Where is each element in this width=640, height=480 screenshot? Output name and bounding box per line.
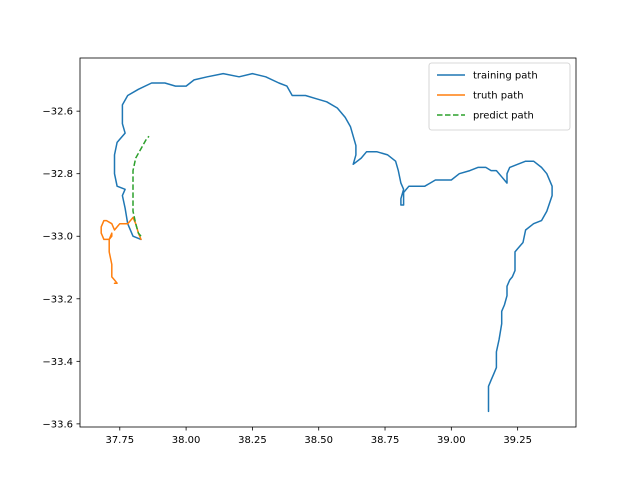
y-axis: −32.6 −32.8 −33.0 −33.2 −33.4 −33.6 — [42, 107, 80, 430]
y-tick-label: −33.0 — [42, 232, 73, 243]
x-tick-label: 38.25 — [238, 435, 267, 446]
legend-label-training-path: training path — [473, 71, 538, 82]
x-tick-label: 37.75 — [105, 435, 134, 446]
y-tick-label: −32.8 — [42, 169, 73, 180]
y-tick-label: −33.2 — [42, 294, 73, 305]
legend-box — [428, 62, 571, 131]
legend: training path truth path predict path — [428, 62, 571, 131]
y-tick-label: −33.6 — [42, 419, 73, 430]
x-axis: 37.75 38.00 38.25 38.50 38.75 39.00 39.25 — [105, 427, 532, 446]
series-line-predict-path — [132, 135, 150, 237]
legend-label-truth-path: truth path — [473, 91, 524, 102]
legend-label-predict-path: predict path — [473, 111, 534, 122]
x-tick-label: 38.00 — [172, 435, 201, 446]
y-tick-label: −32.6 — [42, 107, 73, 118]
series-line-truth-path — [100, 216, 142, 284]
x-tick-label: 39.25 — [503, 435, 532, 446]
plot-frame — [79, 57, 577, 428]
x-tick-label: 38.75 — [371, 435, 400, 446]
series-layer — [100, 72, 553, 413]
series-line-training-path — [113, 72, 553, 413]
x-tick-label: 39.00 — [437, 435, 466, 446]
y-tick-label: −33.4 — [42, 357, 73, 368]
x-tick-label: 38.50 — [304, 435, 333, 446]
